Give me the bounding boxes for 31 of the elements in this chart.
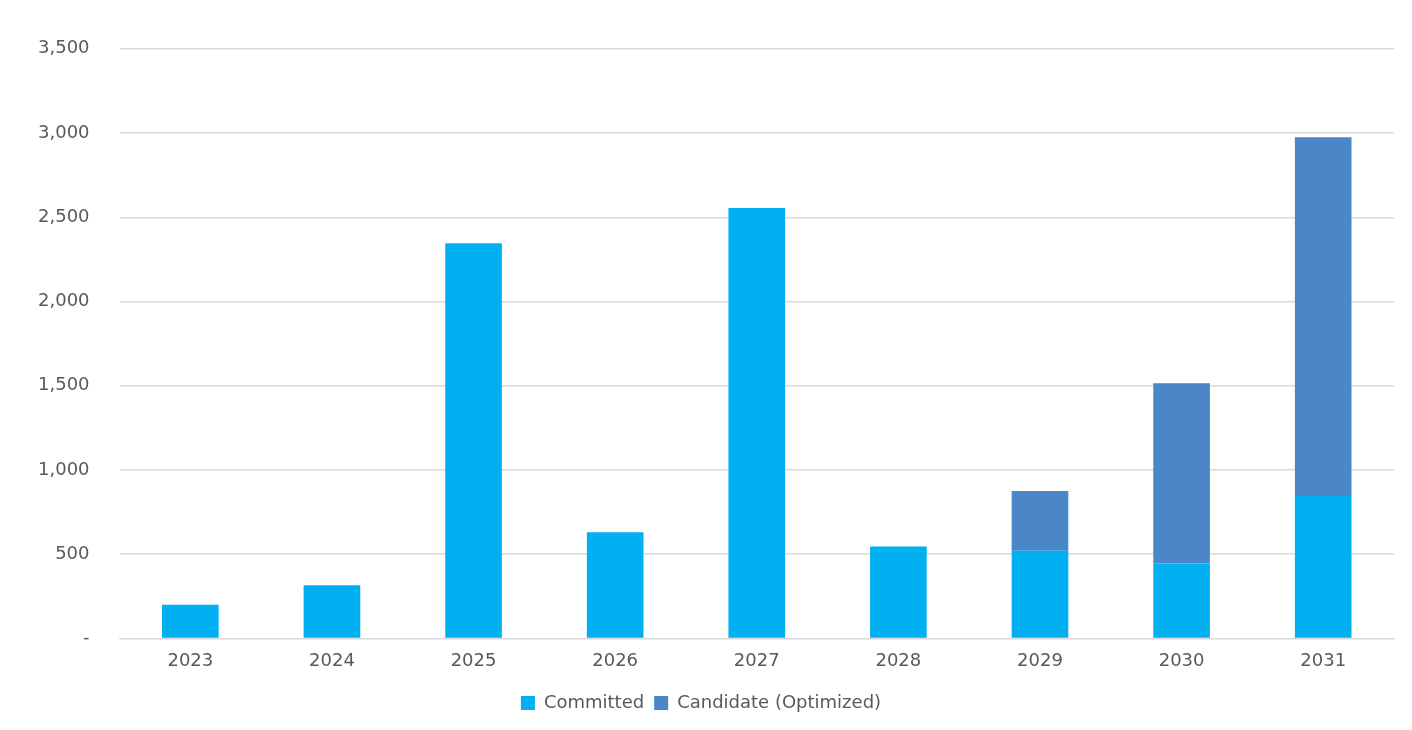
bar (586, 532, 644, 638)
x-tick-label: 2028 (875, 648, 922, 670)
y-tick-label: 500 (55, 541, 90, 563)
y-tick-label: 3,500 (38, 36, 90, 58)
y-tick-label: 1,000 (38, 457, 90, 479)
bar (445, 243, 502, 638)
x-tick-label: 2025 (450, 648, 497, 670)
bar (1011, 550, 1069, 638)
bar (1294, 137, 1352, 497)
bar (1294, 496, 1352, 638)
bar (1011, 491, 1069, 551)
y-tick-label: 2,000 (38, 289, 90, 311)
y-tick-label: 3,000 (38, 120, 90, 142)
bar (728, 207, 786, 638)
x-tick-label: 2031 (1300, 648, 1347, 670)
bar (162, 604, 219, 638)
bar (1153, 563, 1210, 638)
x-tick-label: 2024 (309, 648, 355, 670)
x-tick-label: 2026 (592, 648, 639, 670)
bar (1153, 383, 1210, 564)
y-tick-label: 2,500 (38, 204, 90, 226)
y-tick-label: - (83, 626, 90, 648)
y-tick-label: 1,500 (38, 373, 90, 395)
x-tick-label: 2030 (1158, 648, 1205, 670)
bar (303, 585, 361, 638)
x-tick-label: 2023 (167, 648, 214, 670)
legend-label: Candidate (Optimized) (677, 690, 882, 712)
legend-label: Committed (543, 690, 645, 712)
x-tick-label: 2029 (1017, 648, 1063, 670)
x-tick-label: 2027 (733, 648, 780, 670)
bar (870, 546, 927, 638)
